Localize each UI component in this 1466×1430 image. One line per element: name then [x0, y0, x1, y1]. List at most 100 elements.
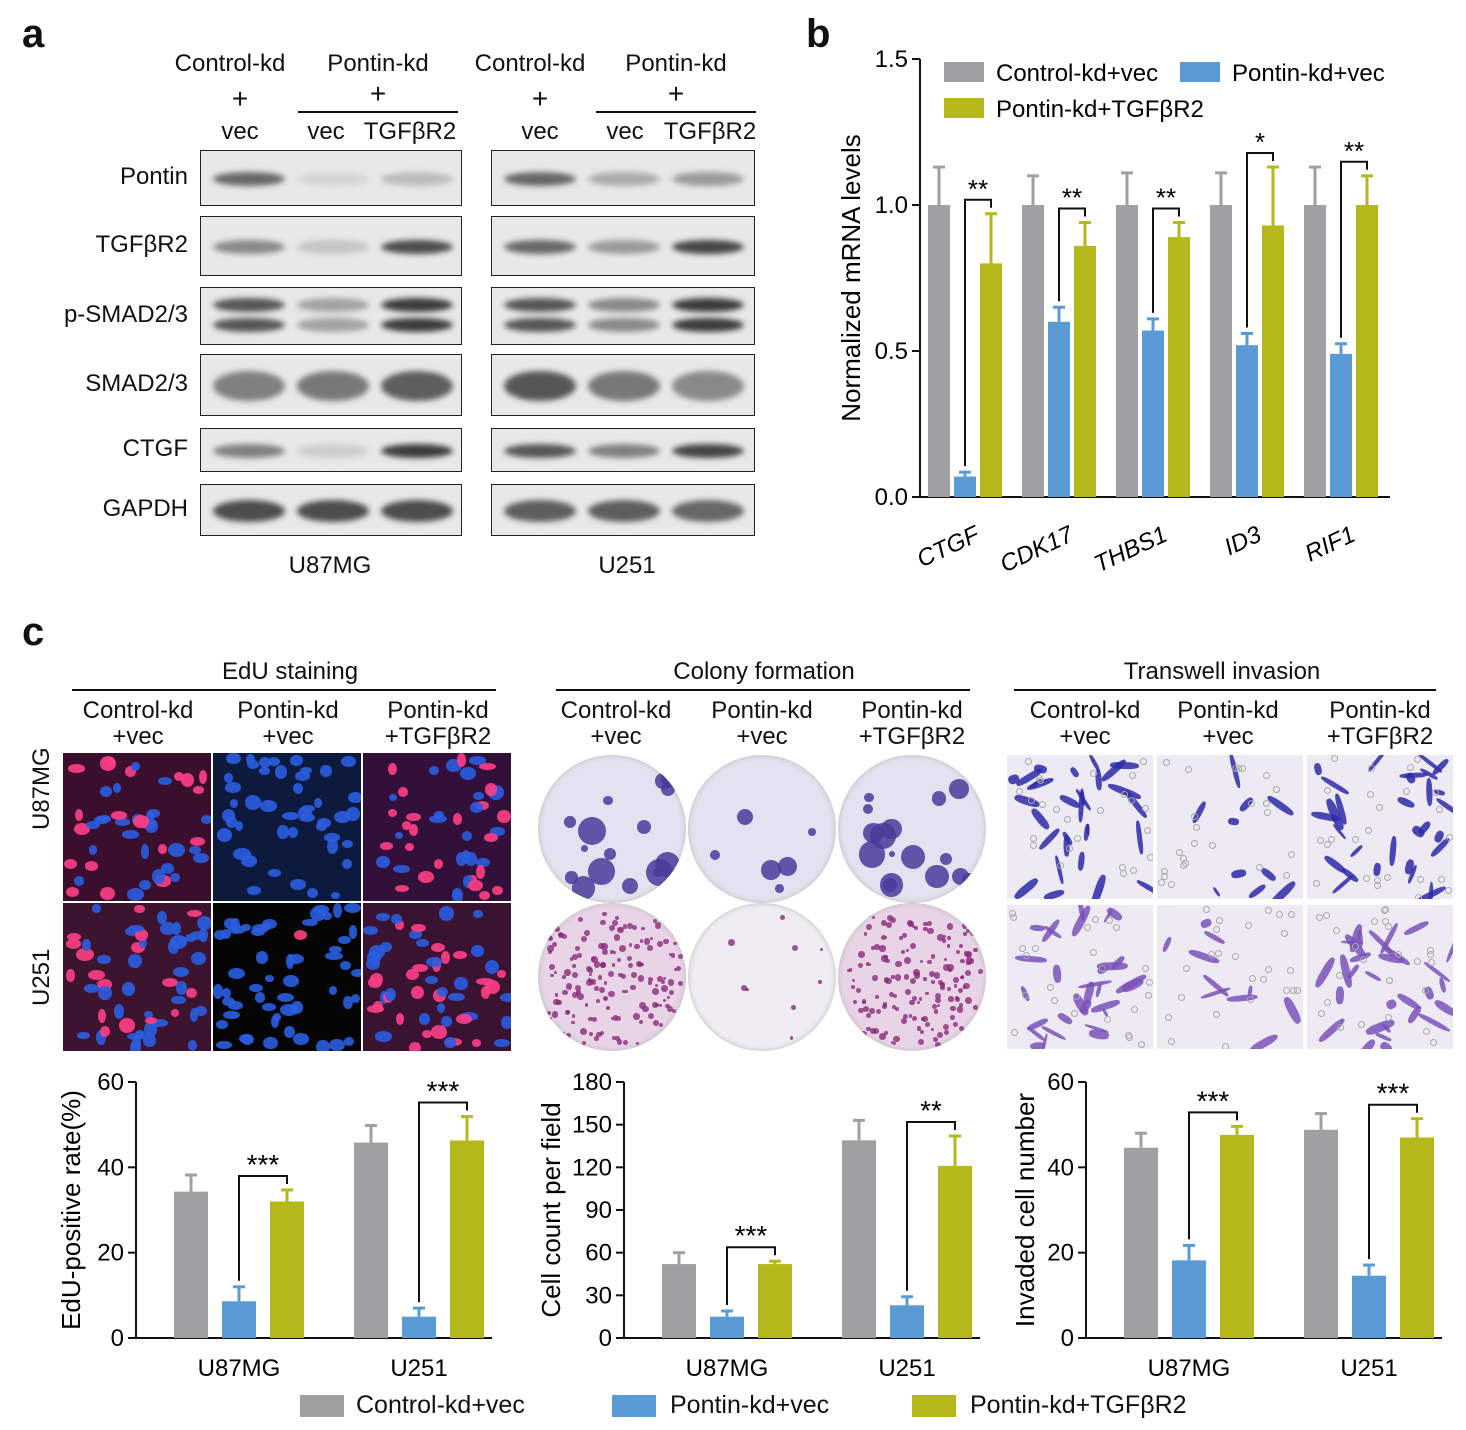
- transwell-micrograph: [1006, 904, 1154, 1050]
- nucleus: [114, 818, 130, 826]
- membrane-pore: [1322, 912, 1330, 919]
- transwell-micrograph: [1156, 904, 1304, 1050]
- membrane-pore: [1167, 880, 1175, 888]
- colony: [621, 878, 638, 895]
- nucleus: [421, 1029, 432, 1038]
- membrane-pore: [1249, 974, 1257, 982]
- nucleus: [469, 802, 484, 814]
- invaded-cell: [1388, 835, 1397, 866]
- colony: [647, 944, 653, 951]
- colony: [925, 991, 929, 996]
- colony: [852, 979, 856, 983]
- y-tick-label: 60: [585, 1240, 612, 1267]
- y-tick-label: 40: [97, 1154, 124, 1181]
- blot-band: [504, 172, 576, 186]
- colony: [856, 1030, 862, 1035]
- colony: [916, 1026, 922, 1031]
- colony: [581, 1040, 586, 1045]
- colony: [901, 1017, 908, 1024]
- bar: [980, 263, 1002, 497]
- blot-band: [504, 371, 576, 401]
- group-pontin-kd-u251: Pontin-kd: [625, 50, 727, 77]
- category-label: CTGF: [913, 520, 985, 573]
- nucleus: [329, 1038, 345, 1051]
- colony: [862, 1001, 866, 1005]
- blot-box: [491, 287, 755, 345]
- nucleus: [328, 986, 338, 995]
- significance-stars: **: [1062, 183, 1082, 213]
- blot-band: [588, 298, 660, 312]
- nucleus: [497, 970, 506, 978]
- colony: [966, 957, 973, 964]
- membrane-pore: [1099, 964, 1107, 972]
- nucleus: [292, 783, 304, 795]
- invaded-cell: [1029, 924, 1046, 932]
- nucleus: [144, 1021, 157, 1037]
- colony: [677, 953, 683, 959]
- colony: [615, 1035, 621, 1041]
- nucleus: [394, 920, 405, 931]
- nucleus: [171, 922, 181, 936]
- nucleus: [462, 875, 473, 889]
- panel-label-c: c: [22, 610, 45, 654]
- lane-label: vec: [307, 118, 345, 145]
- nucleus: [230, 798, 239, 808]
- nucleus: [128, 954, 142, 969]
- membrane-pore: [1157, 879, 1165, 887]
- colony: [853, 912, 861, 919]
- membrane-pore: [1222, 1043, 1230, 1049]
- blot-band: [672, 240, 744, 254]
- nucleus: [456, 851, 468, 866]
- membrane-pore: [1193, 824, 1201, 832]
- colony: [593, 961, 601, 968]
- invaded-cell: [1378, 1039, 1394, 1049]
- colony: [971, 1027, 975, 1032]
- bracket-line: [596, 111, 756, 113]
- nucleus: [241, 923, 251, 932]
- membrane-pore: [1357, 1020, 1365, 1028]
- nucleus: [398, 786, 408, 797]
- colony: [965, 951, 971, 958]
- nucleus: [388, 808, 398, 817]
- invaded-cell: [1014, 955, 1047, 964]
- colony: [872, 975, 878, 981]
- membrane-pore: [1351, 942, 1359, 950]
- nucleus: [370, 972, 384, 985]
- membrane-pore: [1432, 789, 1439, 797]
- blot-box: [491, 150, 755, 206]
- colony: [650, 937, 654, 941]
- invaded-cell: [1247, 882, 1267, 899]
- colony: [977, 968, 983, 974]
- membrane-pore: [1313, 879, 1321, 887]
- blot-box: [200, 216, 462, 276]
- protein-label: p-SMAD2/3: [63, 301, 188, 328]
- invaded-cell: [1042, 888, 1066, 899]
- nucleus: [415, 938, 430, 947]
- colony: [892, 994, 897, 999]
- colony: [643, 938, 651, 945]
- y-tick-label: 0.5: [875, 338, 908, 365]
- membrane-pore: [1323, 998, 1331, 1006]
- membrane-pore: [1185, 766, 1193, 774]
- nucleus: [252, 924, 270, 933]
- bar: [1236, 345, 1258, 497]
- nucleus: [133, 815, 149, 829]
- colony: [673, 942, 677, 946]
- nucleus: [66, 968, 75, 983]
- bar: [890, 1305, 924, 1338]
- blot-band: [381, 318, 453, 332]
- nucleus: [394, 885, 409, 893]
- nucleus: [65, 939, 82, 950]
- blot-band: [381, 444, 453, 458]
- transwell-micrograph: [1306, 754, 1454, 900]
- membrane-pore: [1126, 1033, 1134, 1041]
- invaded-cell: [1211, 886, 1221, 898]
- nucleus: [66, 887, 80, 897]
- colony: [674, 967, 678, 971]
- significance-stars: ***: [735, 1220, 768, 1251]
- colony: [616, 1039, 623, 1046]
- nucleus: [100, 886, 116, 900]
- nucleus: [113, 783, 122, 793]
- colony: [598, 986, 605, 993]
- colony: [918, 1038, 925, 1045]
